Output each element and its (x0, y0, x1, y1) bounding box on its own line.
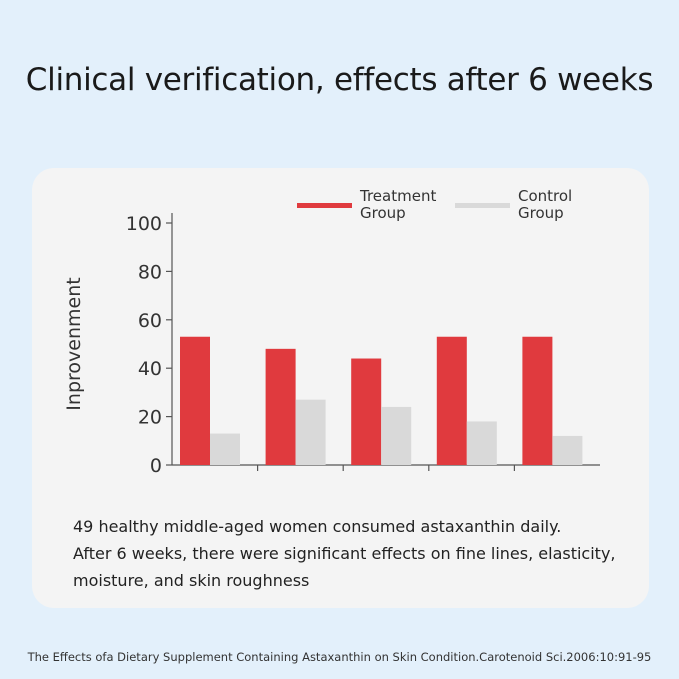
legend-label: Group (518, 204, 564, 222)
citation-footer: The Effects ofa Dietary Supplement Conta… (27, 650, 652, 664)
control-bar (466, 421, 497, 465)
control-bar (295, 399, 326, 465)
y-axis-label: Inprovenment (63, 277, 85, 410)
legend-label: Control (518, 187, 572, 205)
control-bar (552, 435, 583, 465)
caption-line-3: moisture, and skin roughness (73, 571, 310, 590)
control-bar (381, 406, 412, 465)
y-tick-label: 40 (138, 358, 162, 380)
control-bar (210, 433, 240, 465)
caption-line-2: After 6 weeks, there were significant ef… (73, 544, 616, 563)
treatment-bar (522, 336, 553, 465)
caption: 49 healthy middle-aged women consumed as… (73, 513, 643, 594)
bar-chart: 020406080100InprovenmentTreatmentGroupCo… (63, 187, 600, 477)
treatment-bar (436, 336, 467, 465)
treatment-bar (265, 348, 296, 465)
treatment-bar (351, 358, 382, 465)
y-tick-label: 100 (126, 213, 162, 235)
y-tick-label: 80 (138, 261, 162, 283)
legend-swatch (297, 203, 352, 208)
caption-line-1: 49 healthy middle-aged women consumed as… (73, 517, 562, 536)
treatment-bar (180, 336, 210, 465)
y-tick-label: 0 (150, 455, 162, 477)
y-tick-label: 60 (138, 310, 162, 332)
legend-label: Group (360, 204, 406, 222)
y-tick-label: 20 (138, 407, 162, 429)
chart-card: 0 20 40 60 80 100 Inprovenment Treatment Group Co… (32, 168, 649, 608)
legend-label: Treatment (359, 187, 436, 205)
page-title: Clinical verification, effects after 6 w… (25, 62, 654, 98)
legend-swatch (455, 203, 510, 208)
